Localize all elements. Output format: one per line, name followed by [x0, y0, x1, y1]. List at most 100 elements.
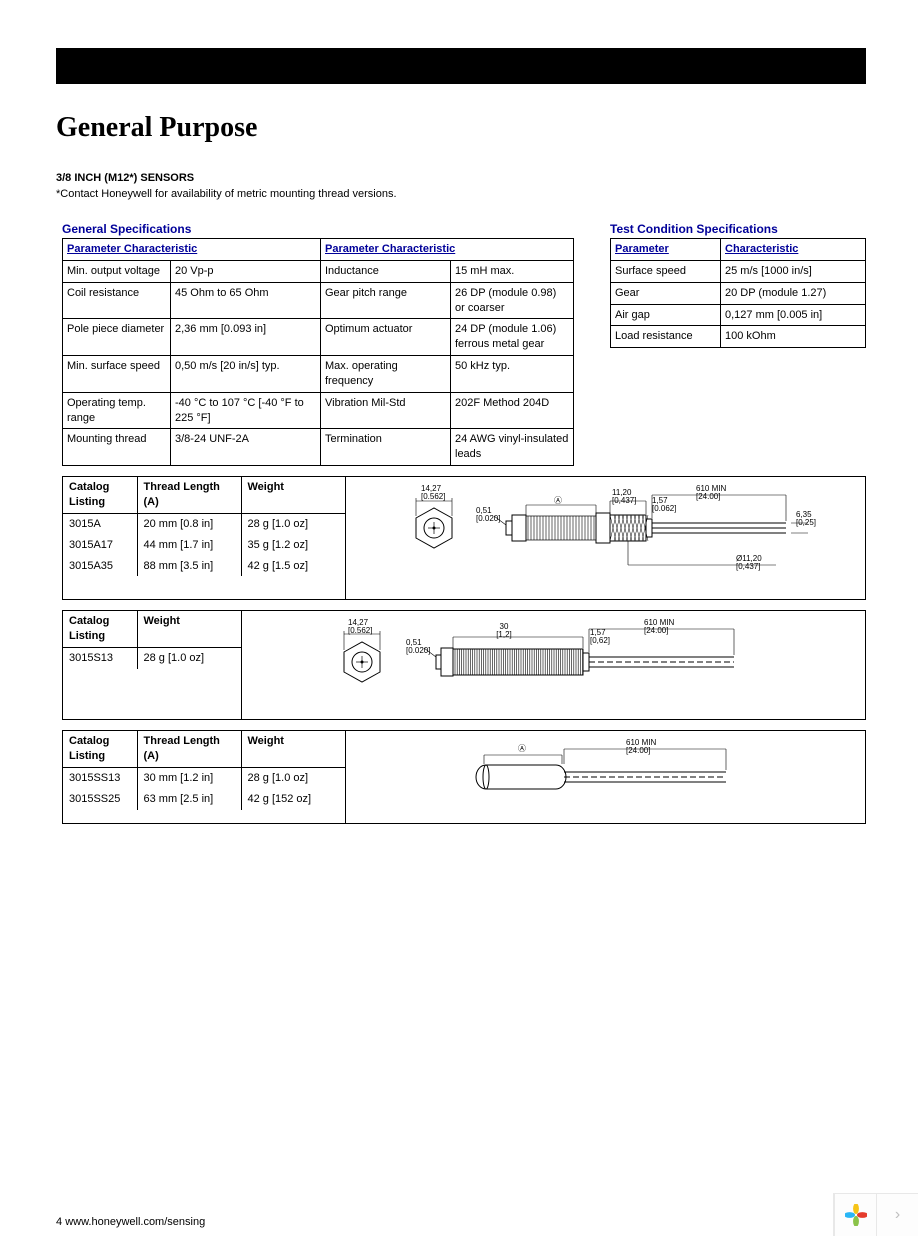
table-cell: 63 mm [2.5 in] — [137, 789, 241, 810]
footer-url: www.honeywell.com/sensing — [65, 1216, 205, 1228]
svg-text:Ⓐ: Ⓐ — [554, 496, 562, 505]
test-spec-block: Test Condition Specifications Parameter … — [610, 222, 866, 466]
table-cell: Termination — [321, 429, 451, 466]
table-cell: Vibration Mil-Std — [321, 392, 451, 429]
test-col-header-1: Parameter — [611, 239, 721, 261]
table-cell: 28 g [1.0 oz] — [241, 767, 345, 788]
table-cell: -40 °C to 107 °C [-40 °F to 225 °F] — [171, 392, 321, 429]
table-cell: 20 Vp-p — [171, 260, 321, 282]
table-cell: 0,127 mm [0.005 in] — [721, 304, 866, 326]
gen-col-header-2: Parameter Characteristic — [321, 239, 574, 261]
table-cell: 24 AWG vinyl-insulated leads — [451, 429, 574, 466]
table-cell: 35 g [1.2 oz] — [241, 535, 345, 556]
page-title: General Purpose — [56, 112, 918, 144]
table-cell: Air gap — [611, 304, 721, 326]
svg-text:610 MIN[24.00]: 610 MIN[24.00] — [696, 484, 726, 501]
table-cell: 25 m/s [1000 in/s] — [721, 260, 866, 282]
svg-text:0,51[0.020]: 0,51[0.020] — [406, 638, 430, 655]
catalog-block-3: Catalog ListingThread Length (A)Weight30… — [62, 730, 866, 824]
table-cell: 42 g [1.5 oz] — [241, 556, 345, 577]
table-cell: 3015SS13 — [63, 767, 137, 788]
table-cell: 28 g [1.0 oz] — [241, 513, 345, 534]
catalog-table-1: Catalog ListingThread Length (A)Weight 30… — [63, 477, 345, 576]
table-cell: 45 Ohm to 65 Ohm — [171, 282, 321, 319]
svg-text:14,27[0.562]: 14,27[0.562] — [348, 618, 372, 635]
svg-text:6,35[0,25]: 6,35[0,25] — [796, 510, 816, 527]
table-cell: Gear pitch range — [321, 282, 451, 319]
table-cell: 30 mm [1.2 in] — [137, 767, 241, 788]
table-cell: 3015SS25 — [63, 789, 137, 810]
table-cell: 3015A17 — [63, 535, 137, 556]
header-black-bar — [56, 48, 866, 84]
svg-text:Ø11,20[0,437]: Ø11,20[0,437] — [736, 554, 762, 571]
table-cell: 50 kHz typ. — [451, 356, 574, 393]
table-cell: 28 g [1.0 oz] — [137, 647, 241, 668]
svg-text:1,57[0,62]: 1,57[0,62] — [590, 628, 610, 645]
table-cell: 26 DP (module 0.98) or coarser — [451, 282, 574, 319]
general-spec-table: Parameter Characteristic Parameter Chara… — [62, 238, 574, 466]
table-cell: Operating temp. range — [63, 392, 171, 429]
svg-text:11,20[0,437]: 11,20[0,437] — [612, 488, 636, 505]
column-header: Weight — [241, 477, 345, 513]
column-header: Weight — [137, 611, 241, 647]
table-cell: 0,50 m/s [20 in/s] typ. — [171, 356, 321, 393]
diagram-3: Ⓐ 610 MIN[24.00] — [346, 731, 865, 823]
corner-widget: › — [833, 1193, 918, 1236]
svg-text:1,57[0.062]: 1,57[0.062] — [652, 496, 676, 513]
table-cell: 20 mm [0.8 in] — [137, 513, 241, 534]
table-cell: 88 mm [3.5 in] — [137, 556, 241, 577]
catalog-table-2: Catalog ListingWeight3015S13 28 g [1.0 o… — [63, 611, 241, 669]
subtitle: 3/8 INCH (M12*) SENSORS — [56, 172, 918, 184]
petal-icon[interactable] — [834, 1194, 876, 1236]
table-cell: Gear — [611, 282, 721, 304]
test-spec-header: Test Condition Specifications — [610, 222, 866, 236]
table-cell: 2,36 mm [0.093 in] — [171, 319, 321, 356]
table-cell: Max. operating frequency — [321, 356, 451, 393]
table-cell: 3/8-24 UNF-2A — [171, 429, 321, 466]
table-cell: 100 kOhm — [721, 326, 866, 348]
general-spec-block: General Specifications Parameter Charact… — [62, 222, 574, 466]
page-footer: 4 www.honeywell.com/sensing — [56, 1216, 205, 1228]
table-cell: Coil resistance — [63, 282, 171, 319]
column-header: Thread Length (A) — [137, 731, 241, 767]
gen-col-header-1: Parameter Characteristic — [63, 239, 321, 261]
column-header: Catalog Listing — [63, 731, 137, 767]
catalog-block-2: Catalog ListingWeight3015S13 28 g [1.0 o… — [62, 610, 866, 720]
column-header: Weight — [241, 731, 345, 767]
footnote: *Contact Honeywell for availability of m… — [56, 188, 918, 200]
table-cell: 3015A — [63, 513, 137, 534]
table-cell: 42 g [152 oz] — [241, 789, 345, 810]
page-number: 4 — [56, 1216, 62, 1228]
test-spec-table: Parameter Characteristic Surface speed25… — [610, 238, 866, 348]
table-cell: 44 mm [1.7 in] — [137, 535, 241, 556]
catalog-table-3: Catalog ListingThread Length (A)Weight30… — [63, 731, 345, 809]
column-header: Catalog Listing — [63, 611, 137, 647]
table-cell: Mounting thread — [63, 429, 171, 466]
next-button[interactable]: › — [876, 1194, 918, 1236]
catalog-block-1: Catalog ListingThread Length (A)Weight 30… — [62, 476, 866, 600]
general-spec-header: General Specifications — [62, 222, 574, 236]
test-col-header-2: Characteristic — [721, 239, 866, 261]
table-cell: Inductance — [321, 260, 451, 282]
table-cell: 15 mH max. — [451, 260, 574, 282]
column-header: Catalog Listing — [63, 477, 137, 513]
svg-text:30[1,2]: 30[1,2] — [496, 622, 512, 639]
table-cell: 20 DP (module 1.27) — [721, 282, 866, 304]
table-cell: Min. surface speed — [63, 356, 171, 393]
table-cell: Min. output voltage — [63, 260, 171, 282]
svg-text:0,51[0.020]: 0,51[0.020] — [476, 506, 500, 523]
table-cell: 3015S13 — [63, 647, 137, 668]
table-cell: 24 DP (module 1.06) ferrous metal gear — [451, 319, 574, 356]
svg-text:Ⓐ: Ⓐ — [518, 744, 526, 753]
svg-text:610 MIN[24.00]: 610 MIN[24.00] — [644, 618, 674, 635]
table-cell: Optimum actuator — [321, 319, 451, 356]
svg-text:14,27[0.562]: 14,27[0.562] — [421, 484, 445, 501]
diagram-1: 14,27[0.562] 0,51[0.020] Ⓐ 11,20[0,437] — [346, 477, 865, 599]
table-cell: 3015A35 — [63, 556, 137, 577]
column-header: Thread Length (A) — [137, 477, 241, 513]
table-cell: Load resistance — [611, 326, 721, 348]
table-cell: Surface speed — [611, 260, 721, 282]
chevron-right-icon: › — [895, 1206, 900, 1224]
table-cell: Pole piece diameter — [63, 319, 171, 356]
svg-text:610 MIN[24.00]: 610 MIN[24.00] — [626, 738, 656, 755]
